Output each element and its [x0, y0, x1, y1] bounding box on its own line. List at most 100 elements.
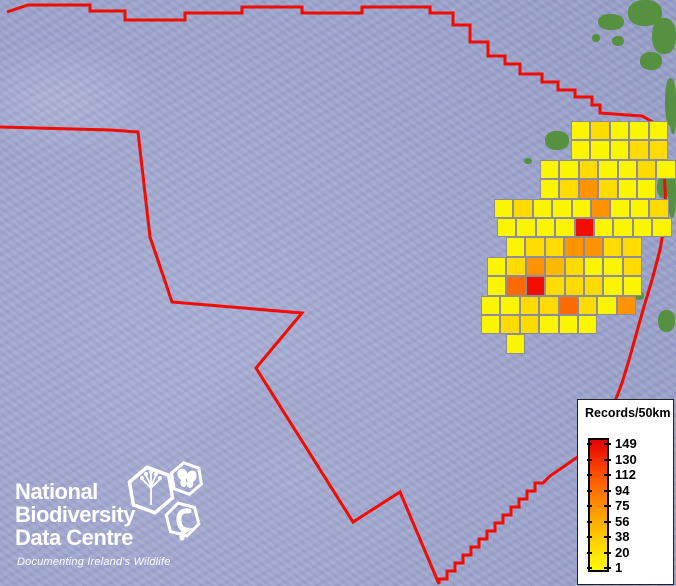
grid-cell[interactable] — [513, 198, 533, 218]
grid-cell[interactable] — [590, 121, 610, 141]
grid-cell[interactable] — [540, 179, 560, 199]
butterfly-glyph — [177, 468, 197, 488]
legend-tick-label: 75 — [615, 498, 630, 513]
grid-cell[interactable] — [571, 198, 591, 218]
grid-cell[interactable] — [535, 218, 556, 238]
grid-cell[interactable] — [622, 256, 643, 277]
seahorse-glyph — [176, 508, 194, 541]
grid-cell[interactable] — [559, 159, 579, 180]
land-patch — [545, 131, 569, 150]
grid-cell[interactable] — [583, 237, 603, 257]
grid-cell[interactable] — [622, 276, 643, 296]
grid-cell[interactable] — [598, 159, 618, 180]
grid-cell[interactable] — [558, 295, 578, 315]
land-patch — [598, 14, 624, 30]
grid-cell[interactable] — [578, 179, 599, 199]
grid-cell[interactable] — [544, 237, 565, 257]
grid-cell[interactable] — [525, 276, 546, 296]
grid-cell[interactable] — [603, 276, 623, 296]
legend-tick-mark — [604, 520, 611, 523]
grid-cell[interactable] — [594, 218, 614, 238]
grid-cell[interactable] — [629, 140, 649, 160]
grid-cell[interactable] — [648, 121, 668, 141]
logo-hexagon-icons — [127, 460, 204, 541]
grid-cell[interactable] — [506, 256, 526, 277]
grid-cell[interactable] — [610, 198, 630, 218]
legend-tick-label: 20 — [615, 544, 630, 560]
grid-cell[interactable] — [559, 179, 579, 199]
grid-cell[interactable] — [584, 256, 604, 277]
legend-tick-mark — [604, 489, 611, 492]
grid-cell[interactable] — [632, 218, 653, 238]
grid-cell[interactable] — [506, 276, 526, 296]
grid-cell[interactable] — [648, 140, 668, 160]
grid-cell[interactable] — [637, 179, 657, 199]
seahorse-hexagon-icon — [164, 501, 201, 538]
grid-cell[interactable] — [506, 237, 526, 257]
grid-cell[interactable] — [616, 295, 637, 315]
grid-cell[interactable] — [487, 276, 507, 296]
legend-tick-mark — [587, 489, 592, 492]
legend-tick-mark — [604, 474, 611, 476]
grid-cell[interactable] — [629, 121, 649, 141]
grid-cell[interactable] — [629, 198, 650, 218]
grid-cell[interactable] — [516, 218, 536, 238]
grid-cell[interactable] — [564, 237, 584, 257]
grid-cell[interactable] — [571, 121, 591, 141]
grid-cell[interactable] — [578, 315, 598, 335]
grid-cell[interactable] — [564, 276, 584, 296]
grid-cell[interactable] — [584, 276, 604, 296]
grid-cell[interactable] — [545, 256, 565, 277]
grid-cell[interactable] — [603, 256, 623, 277]
grid-cell[interactable] — [649, 198, 669, 218]
grid-cell[interactable] — [500, 295, 520, 315]
legend-tick-mark — [587, 520, 592, 523]
grid-cell[interactable] — [519, 295, 540, 315]
grid-cell[interactable] — [571, 140, 591, 160]
grid-cell[interactable] — [481, 315, 501, 335]
grid-cell[interactable] — [532, 198, 553, 218]
grid-cell[interactable] — [552, 198, 572, 218]
grid-cell[interactable] — [597, 295, 617, 315]
grid-cell[interactable] — [603, 237, 623, 257]
legend-tick-mark — [604, 443, 611, 445]
grid-cell[interactable] — [652, 218, 672, 238]
grid-cell[interactable] — [500, 315, 520, 335]
grid-cell[interactable] — [540, 159, 560, 180]
legend-tick-mark — [587, 567, 592, 569]
grid-cell[interactable] — [494, 198, 514, 218]
grid-cell[interactable] — [609, 121, 630, 141]
grid-cell[interactable] — [539, 315, 559, 335]
grid-cell[interactable] — [578, 295, 598, 315]
grid-cell[interactable] — [622, 237, 642, 257]
grid-cell[interactable] — [481, 295, 501, 315]
grid-cell[interactable] — [564, 256, 584, 277]
grid-cell[interactable] — [497, 218, 517, 238]
grid-cell[interactable] — [656, 159, 676, 180]
grid-cell[interactable] — [487, 256, 507, 277]
grid-cell[interactable] — [506, 334, 526, 354]
legend-tick-label: 112 — [615, 467, 636, 482]
grid-cell[interactable] — [578, 159, 599, 180]
grid-cell[interactable] — [598, 179, 618, 199]
grid-cell[interactable] — [609, 140, 630, 160]
grid-cell[interactable] — [617, 179, 637, 199]
grid-cell[interactable] — [617, 159, 637, 180]
grid-cell[interactable] — [525, 237, 545, 257]
grid-cell[interactable] — [590, 140, 610, 160]
grid-cell[interactable] — [558, 315, 578, 335]
grid-cell[interactable] — [519, 315, 540, 335]
grid-cell[interactable] — [591, 198, 611, 218]
grid-cell[interactable] — [574, 218, 594, 238]
grid-cell[interactable] — [637, 159, 657, 180]
land-patch — [668, 168, 676, 218]
land-patch — [652, 18, 676, 54]
grid-cell[interactable] — [539, 295, 559, 315]
grid-cell[interactable] — [613, 218, 633, 238]
grid-cell[interactable] — [555, 218, 575, 238]
grid-cell[interactable] — [525, 256, 546, 277]
grid-cell[interactable] — [545, 276, 565, 296]
